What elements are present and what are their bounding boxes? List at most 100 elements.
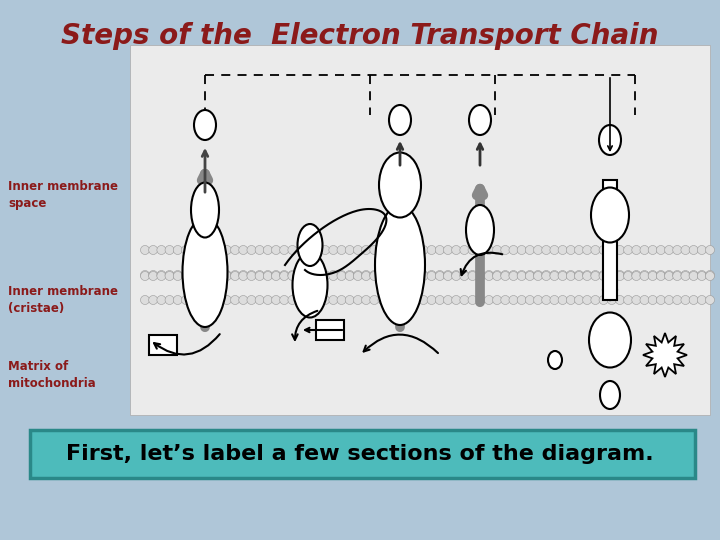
Circle shape (534, 271, 543, 280)
Circle shape (468, 271, 477, 280)
Circle shape (509, 271, 518, 280)
Circle shape (541, 272, 551, 280)
Circle shape (410, 246, 420, 254)
Circle shape (599, 246, 608, 254)
Circle shape (681, 295, 690, 305)
Circle shape (296, 271, 305, 280)
Circle shape (444, 246, 452, 254)
Circle shape (665, 272, 673, 280)
Circle shape (296, 246, 305, 254)
Circle shape (534, 246, 543, 254)
Circle shape (214, 271, 223, 280)
Ellipse shape (191, 183, 219, 238)
Circle shape (337, 271, 346, 280)
Circle shape (312, 272, 321, 280)
Circle shape (558, 246, 567, 254)
Circle shape (501, 295, 510, 305)
Circle shape (697, 246, 706, 254)
Circle shape (640, 272, 649, 280)
Circle shape (288, 272, 297, 280)
Circle shape (492, 272, 502, 280)
Circle shape (517, 272, 526, 280)
Circle shape (206, 246, 215, 254)
Circle shape (526, 272, 534, 280)
Circle shape (305, 246, 313, 254)
Circle shape (657, 246, 665, 254)
Circle shape (165, 271, 174, 280)
Circle shape (402, 271, 412, 280)
Circle shape (320, 246, 330, 254)
Circle shape (591, 246, 600, 254)
Circle shape (657, 295, 665, 305)
Bar (603, 180, 617, 300)
Circle shape (222, 246, 231, 254)
Circle shape (264, 272, 272, 280)
Circle shape (140, 295, 150, 305)
Circle shape (361, 295, 371, 305)
Circle shape (189, 272, 199, 280)
Circle shape (305, 271, 313, 280)
Ellipse shape (194, 110, 216, 140)
Circle shape (632, 271, 641, 280)
Circle shape (460, 246, 469, 254)
Circle shape (312, 271, 321, 280)
Circle shape (279, 271, 289, 280)
Circle shape (541, 246, 551, 254)
Circle shape (247, 246, 256, 254)
Circle shape (271, 246, 281, 254)
Circle shape (697, 271, 706, 280)
Ellipse shape (599, 125, 621, 155)
Circle shape (181, 246, 191, 254)
Circle shape (410, 271, 420, 280)
Circle shape (492, 271, 502, 280)
Circle shape (476, 271, 485, 280)
Circle shape (329, 272, 338, 280)
Ellipse shape (375, 205, 425, 325)
Circle shape (320, 295, 330, 305)
Circle shape (541, 271, 551, 280)
Text: Steps of the  Electron Transport Chain: Steps of the Electron Transport Chain (61, 22, 659, 50)
Circle shape (378, 295, 387, 305)
Circle shape (239, 272, 248, 280)
Text: Inner membrane
space: Inner membrane space (8, 180, 118, 210)
Circle shape (345, 272, 354, 280)
Circle shape (567, 272, 575, 280)
Circle shape (607, 271, 616, 280)
Circle shape (174, 246, 182, 254)
Bar (149, 335, 177, 355)
Circle shape (337, 246, 346, 254)
Circle shape (468, 246, 477, 254)
Circle shape (427, 271, 436, 280)
Circle shape (632, 295, 641, 305)
Circle shape (575, 295, 583, 305)
Circle shape (247, 272, 256, 280)
Circle shape (174, 295, 182, 305)
Circle shape (526, 271, 534, 280)
Circle shape (222, 272, 231, 280)
Circle shape (681, 271, 690, 280)
Circle shape (149, 295, 158, 305)
Circle shape (296, 272, 305, 280)
Circle shape (689, 295, 698, 305)
Circle shape (419, 246, 428, 254)
Ellipse shape (466, 205, 494, 255)
Circle shape (386, 295, 395, 305)
Circle shape (672, 272, 682, 280)
Bar (316, 320, 344, 340)
Circle shape (279, 246, 289, 254)
Circle shape (140, 271, 150, 280)
Circle shape (640, 246, 649, 254)
Circle shape (681, 246, 690, 254)
Circle shape (672, 271, 682, 280)
Circle shape (624, 246, 633, 254)
Polygon shape (643, 333, 687, 377)
Circle shape (361, 271, 371, 280)
Circle shape (599, 271, 608, 280)
Circle shape (149, 272, 158, 280)
Circle shape (624, 295, 633, 305)
Circle shape (189, 271, 199, 280)
Circle shape (410, 295, 420, 305)
Circle shape (427, 246, 436, 254)
Circle shape (706, 295, 714, 305)
Text: Matrix of
mitochondria: Matrix of mitochondria (8, 360, 96, 390)
